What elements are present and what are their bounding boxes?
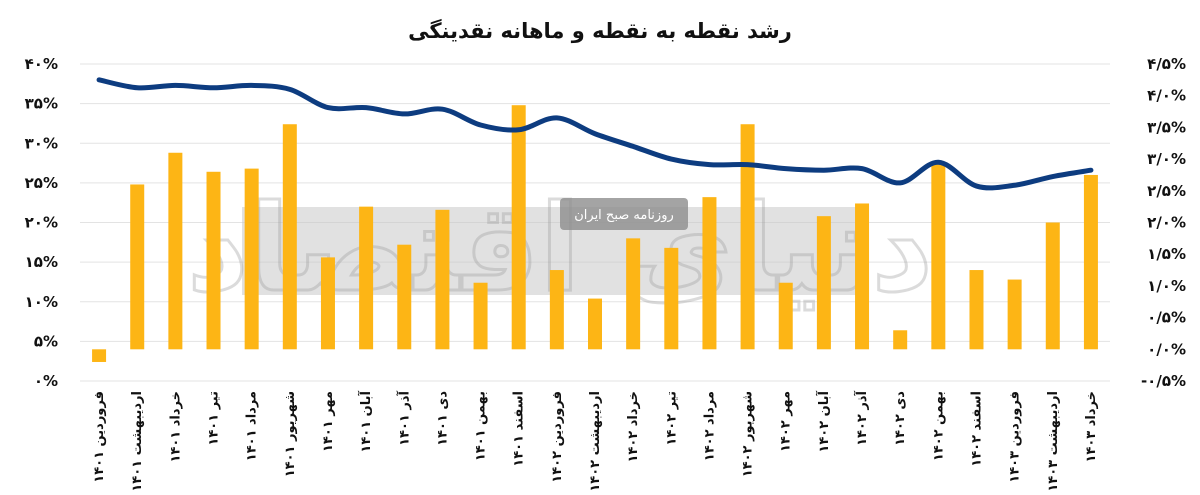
- bar: [168, 152, 183, 350]
- left-tick-label: ۲۰%: [25, 214, 58, 232]
- x-category-label: مهر ۱۴۰۲: [779, 391, 794, 452]
- bar: [816, 216, 831, 350]
- bar: [320, 257, 335, 350]
- x-category-label: آذر ۱۴۰۲: [853, 390, 870, 445]
- watermark-label: روزنامه صبح ایران: [574, 208, 674, 223]
- x-category-label: فروردین ۱۴۰۳: [1008, 391, 1023, 483]
- x-category-label: آبان ۱۴۰۲: [815, 390, 832, 452]
- x-category-label: بهمن ۱۴۰۱: [474, 391, 489, 461]
- right-tick-label: ۲/۰%: [1147, 214, 1186, 232]
- x-category-label: مهر ۱۴۰۱: [321, 391, 336, 452]
- bar: [626, 238, 641, 350]
- bar: [740, 124, 755, 350]
- chart-title: رشد نقطه به نقطه و ماهانه نقدینگی: [408, 18, 792, 43]
- right-tick-label: ۳/۵%: [1147, 118, 1186, 136]
- right-tick-label: ۴/۰%: [1147, 87, 1186, 105]
- bar: [206, 171, 221, 350]
- left-tick-label: ۳۵%: [25, 95, 58, 113]
- right-tick-label: -۰/۵%: [1141, 372, 1186, 390]
- right-tick-label: ۱/۵%: [1147, 245, 1186, 263]
- bar: [1083, 174, 1098, 350]
- x-category-label: مرداد ۱۴۰۲: [702, 391, 717, 461]
- x-category-label: اردیبهشت ۱۴۰۲: [588, 391, 603, 492]
- bar: [473, 282, 488, 350]
- left-tick-label: ۵%: [34, 332, 58, 350]
- line-path: [96, 77, 1094, 191]
- left-tick-label: ۱۵%: [25, 253, 58, 271]
- right-tick-label: ۲/۵%: [1147, 182, 1186, 200]
- right-tick-label: ۴/۵%: [1147, 55, 1186, 73]
- x-category-label: شهریور ۱۴۰۲: [741, 391, 756, 477]
- bar: [969, 270, 984, 350]
- left-tick-label: ۴۰%: [25, 55, 58, 73]
- line-series: [96, 77, 1094, 191]
- left-tick-label: ۰%: [34, 372, 58, 390]
- bar: [130, 184, 145, 350]
- left-tick-label: ۱۰%: [25, 293, 58, 311]
- watermark-label-box: [560, 198, 688, 230]
- bar: [435, 209, 450, 350]
- x-category-label: دی ۱۴۰۱: [435, 391, 450, 446]
- left-tick-label: ۳۰%: [25, 134, 58, 152]
- x-category-label: خرداد ۱۴۰۲: [626, 391, 641, 463]
- x-category-label: خرداد ۱۴۰۱: [168, 391, 183, 463]
- x-category-label: اسفند ۱۴۰۱: [512, 391, 527, 467]
- x-category-label: فروردین ۱۴۰۱: [92, 391, 107, 483]
- bar: [1045, 222, 1060, 350]
- x-category-label: مرداد ۱۴۰۱: [245, 391, 260, 461]
- left-axis-ticks: ۴۰% ۳۵% ۳۰% ۲۵% ۲۰% ۱۵% ۱۰% ۵% ۰%: [25, 55, 58, 390]
- bar: [397, 244, 412, 350]
- x-category-label: دی ۱۴۰۲: [893, 391, 908, 446]
- x-category-label: اردیبهشت ۱۴۰۳: [1046, 391, 1061, 492]
- bar: [511, 105, 526, 350]
- x-category-label: تیر ۱۴۰۱: [207, 391, 222, 446]
- x-category-label: اردیبهشت ۱۴۰۱: [130, 391, 145, 492]
- bar: [778, 282, 793, 350]
- x-category-label: آبان ۱۴۰۱: [357, 390, 374, 452]
- x-axis-categories: فروردین ۱۴۰۱ اردیبهشت ۱۴۰۱ خرداد ۱۴۰۱ تیر ۱…: [92, 390, 1099, 491]
- x-category-label: تیر ۱۴۰۲: [664, 391, 679, 446]
- bar: [244, 168, 259, 350]
- x-category-label: آذر ۱۴۰۱: [395, 390, 412, 445]
- bar: [588, 298, 602, 350]
- bar: [664, 247, 679, 350]
- x-category-label: اسفند ۱۴۰۲: [969, 391, 984, 467]
- right-tick-label: ۰/۵%: [1147, 309, 1186, 327]
- bar: [893, 330, 908, 350]
- bar: [702, 197, 717, 350]
- x-category-label: فروردین ۱۴۰۲: [550, 391, 565, 483]
- right-axis-ticks: ۴/۵% ۴/۰% ۳/۵% ۳/۰% ۲/۵% ۲/۰% ۱/۵% ۱/۰% ۰/۵% ۰/۰%…: [1141, 55, 1186, 390]
- bar: [855, 203, 870, 350]
- bar: [931, 162, 946, 350]
- bar: [282, 124, 297, 350]
- right-tick-label: ۰/۰%: [1147, 340, 1186, 358]
- bar: [549, 270, 564, 350]
- right-tick-label: ۳/۰%: [1147, 150, 1186, 168]
- x-category-label: بهمن ۱۴۰۲: [931, 391, 946, 461]
- right-tick-label: ۱/۰%: [1147, 277, 1186, 295]
- bar: [359, 206, 374, 350]
- left-tick-label: ۲۵%: [25, 174, 58, 192]
- bar: [92, 349, 107, 362]
- x-category-label: شهریور ۱۴۰۱: [283, 391, 298, 477]
- bar-series: [92, 105, 1098, 362]
- x-category-label: خرداد ۱۴۰۳: [1084, 391, 1099, 463]
- bar: [1007, 279, 1022, 350]
